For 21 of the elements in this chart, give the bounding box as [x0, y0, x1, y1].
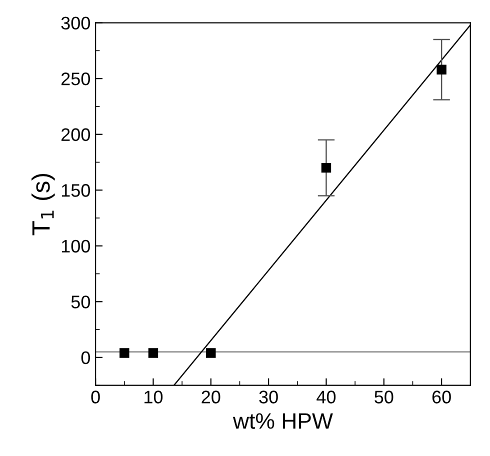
- y-tick-label: 250: [61, 72, 90, 86]
- point: [436, 64, 446, 75]
- y-tick-label: 0: [81, 351, 90, 364]
- y-tick-label: 200: [61, 128, 90, 142]
- x-tick-label: 30: [259, 390, 278, 404]
- y-tick-label: 150: [62, 184, 90, 197]
- x-tick-label: 40: [316, 390, 336, 404]
- y-axis-title: T$_{1}$ (s): [32, 174, 55, 236]
- point: [148, 348, 158, 358]
- y-tick-label: 50: [71, 296, 90, 308]
- x-tick-label: 50: [374, 390, 394, 404]
- x-tick-label: 20: [202, 390, 220, 404]
- x-axis-title: wt% HPW: [232, 413, 333, 429]
- y-tick-label: 100: [62, 240, 90, 253]
- x-tick-label: 10: [144, 390, 163, 404]
- point: [206, 348, 216, 358]
- point: [120, 348, 130, 358]
- y-tick-label: 300: [61, 16, 90, 30]
- point: [321, 162, 332, 173]
- x-tick-label: 0: [91, 390, 100, 404]
- x-tick-label: 60: [432, 390, 451, 404]
